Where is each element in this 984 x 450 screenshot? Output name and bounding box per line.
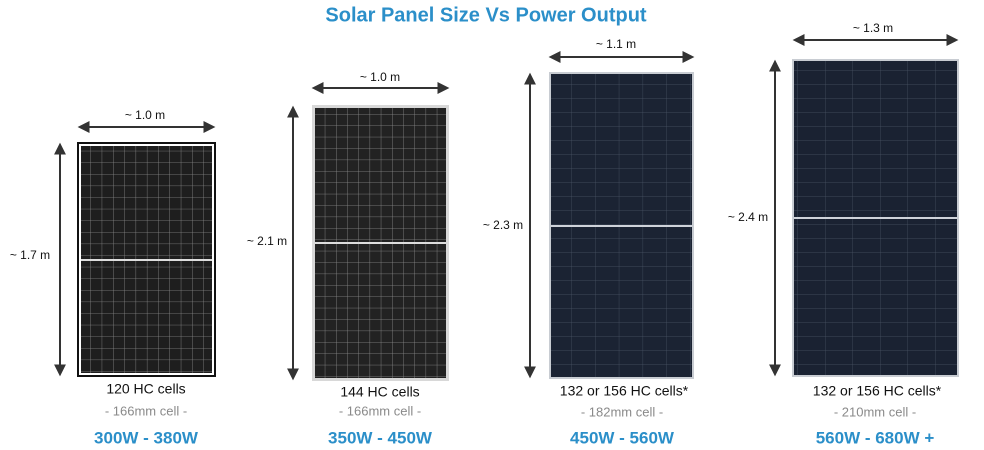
width-label: ~ 1.0 m xyxy=(125,108,165,122)
cell-count: 132 or 156 HC cells* xyxy=(813,383,942,399)
width-label: ~ 1.3 m xyxy=(853,21,893,35)
cell-size: - 166mm cell - xyxy=(105,403,187,418)
height-label: ~ 2.4 m xyxy=(728,210,768,224)
width-label: ~ 1.0 m xyxy=(360,70,400,84)
panel: ~ 1.0 m ~ 1.7 m 120 HC cells - 166mm cel… xyxy=(10,108,216,447)
panel: ~ 1.3 m ~ 2.4 m 132 or 156 HC cells* - 2… xyxy=(728,21,959,447)
power: 450W - 560W xyxy=(570,428,675,447)
power: 560W - 680W + xyxy=(816,428,935,447)
panel: ~ 1.0 m ~ 2.1 m 144 HC cells - 166mm cel… xyxy=(247,70,450,447)
cell-count: 144 HC cells xyxy=(340,384,419,400)
power: 300W - 380W xyxy=(94,428,199,447)
cell-size: - 166mm cell - xyxy=(339,403,421,418)
height-label: ~ 2.1 m xyxy=(247,234,287,248)
cell-size: - 182mm cell - xyxy=(581,404,663,419)
title: Solar Panel Size Vs Power Output xyxy=(325,4,647,26)
height-label: ~ 1.7 m xyxy=(10,248,50,262)
height-label: ~ 2.3 m xyxy=(483,218,523,232)
cell-count: 120 HC cells xyxy=(106,381,185,397)
cell-size: - 210mm cell - xyxy=(834,404,916,419)
cell-count: 132 or 156 HC cells* xyxy=(560,383,689,399)
width-label: ~ 1.1 m xyxy=(596,37,636,51)
panel: ~ 1.1 m ~ 2.3 m 132 or 156 HC cells* - 1… xyxy=(483,37,695,447)
power: 350W - 450W xyxy=(328,428,433,447)
